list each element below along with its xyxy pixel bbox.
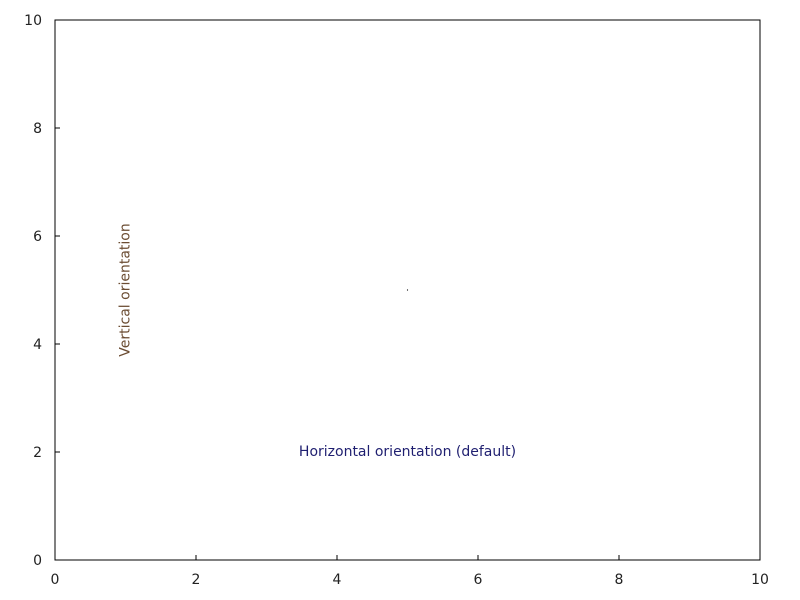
y-tick-label: 8 xyxy=(33,121,42,137)
plot-frame xyxy=(54,19,761,561)
y-tick-label: 10 xyxy=(24,13,42,29)
x-tick-label: 0 xyxy=(51,572,60,588)
annotations: Vertical orientation Horizontal orientati… xyxy=(118,223,517,460)
x-tick-label: 6 xyxy=(474,572,483,588)
x-tick-label: 8 xyxy=(615,572,624,588)
vertical-annotation: Vertical orientation xyxy=(118,223,134,356)
data-point xyxy=(406,289,409,291)
x-tick-label: 4 xyxy=(333,572,342,588)
x-tick-label: 10 xyxy=(751,572,769,588)
y-tick-label: 0 xyxy=(33,553,42,569)
y-tick-label: 4 xyxy=(33,337,42,353)
y-tick-label: 2 xyxy=(33,445,42,461)
y-tick-label: 6 xyxy=(33,229,42,245)
horizontal-annotation: Horizontal orientation (default) xyxy=(299,444,516,460)
data-points xyxy=(406,289,409,291)
x-tick-label: 2 xyxy=(192,572,201,588)
x-axis-ticks: 0 2 4 6 8 10 xyxy=(51,555,769,588)
